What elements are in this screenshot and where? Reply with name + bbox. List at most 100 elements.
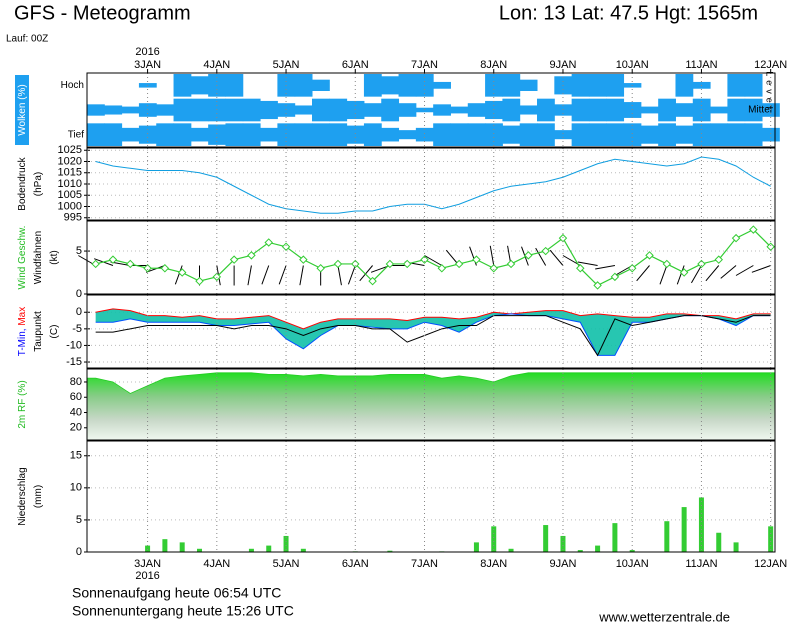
precipitation-bar <box>577 550 583 552</box>
cloud-cover <box>346 125 365 144</box>
cloud-cover <box>156 123 175 146</box>
wind-barb <box>299 265 304 286</box>
panel-label-part: T-Min, <box>17 326 28 357</box>
wind-speed-marker <box>108 255 118 264</box>
cloud-cover <box>502 98 521 122</box>
cloud-cover <box>312 123 330 146</box>
panel-frame <box>86 368 776 441</box>
cloud-cover <box>606 74 625 97</box>
x-tick-label-top: 6JAN <box>342 59 369 71</box>
cloud-cover <box>519 123 538 146</box>
panel-frame <box>86 440 776 553</box>
wind-speed-marker <box>126 259 135 269</box>
wind-barb <box>735 265 754 276</box>
panel-label: Taupunkt <box>33 311 44 352</box>
wind-barb <box>489 245 495 266</box>
wind-barb <box>247 265 252 286</box>
wind-speed-marker <box>195 276 204 286</box>
panel-frame <box>86 72 776 148</box>
cloud-cover <box>433 104 451 116</box>
wind-barb <box>720 265 737 279</box>
temperature-line <box>95 308 771 330</box>
x-tick-label-bottom: 10JAN <box>616 558 649 570</box>
temperature-band <box>95 308 771 356</box>
x-tick-label-bottom: 6JAN <box>342 558 369 570</box>
cloud-cover <box>277 123 296 146</box>
cloud-cover <box>294 123 313 146</box>
cloud-cover <box>537 98 555 122</box>
panel-label-part: (kt) <box>49 250 60 264</box>
wind-barb <box>636 265 650 282</box>
panel-cloud: Wolken (%) Hoch Mittel Tief Level <box>15 71 780 148</box>
cloud-cover <box>606 98 625 122</box>
precipitation-bar <box>595 545 601 552</box>
precipitation-bar <box>283 535 289 552</box>
cloud-cover <box>640 106 659 114</box>
level-name: Mittel <box>748 105 772 116</box>
cloud-cover <box>329 98 348 122</box>
cloud-cover <box>138 125 157 144</box>
precipitation-bar <box>473 542 479 552</box>
panel-area: 2m RF (%) 20 40 60 80 <box>17 368 776 441</box>
y-tick-label: 15 <box>70 450 82 462</box>
x-tick-label-top: 10JAN <box>616 59 649 71</box>
y-tick-label: 10 <box>70 482 82 494</box>
temperature-line <box>95 315 771 357</box>
y-tick-label: 0 <box>76 546 82 558</box>
wind-barb <box>174 265 183 285</box>
precipitation-bar <box>698 497 704 552</box>
wind-speed-marker <box>299 255 308 264</box>
location: Lon: 13 Lat: 47.5 Hgt: 1565m <box>499 2 758 24</box>
cloud-cover <box>433 81 451 89</box>
panel-line: Bodendruck (hPa) 9951000100510101015102010… <box>17 144 776 224</box>
cloud-cover <box>450 106 469 114</box>
wind-speed-marker <box>368 276 377 286</box>
panel-frame <box>86 147 776 221</box>
wind-barb <box>424 255 443 266</box>
cloud-cover <box>104 105 123 115</box>
panel-label-part: (mm) <box>33 485 44 508</box>
cloud-cover <box>502 74 521 97</box>
humidity-area <box>86 372 776 441</box>
wind-barb <box>278 265 287 285</box>
wind-barb <box>577 261 598 266</box>
wind-speed-marker <box>316 263 325 273</box>
source: www.wetterzentrale.de <box>598 609 730 624</box>
cloud-cover <box>381 127 400 142</box>
cloud-cover <box>588 123 607 146</box>
wind-speed-marker <box>506 259 516 269</box>
wind-barb <box>549 249 564 266</box>
x-tick-label-top: 11JAN <box>685 59 717 71</box>
sunrise: Sonnenaufgang heute 06:54 UTC <box>72 585 281 601</box>
wind-speed-marker <box>454 259 464 269</box>
wind-barb <box>751 265 771 273</box>
wind-speed-marker <box>749 225 758 234</box>
panel-label: (hPa) <box>33 172 44 196</box>
wind-speed-marker <box>281 242 291 252</box>
cloud-cover <box>433 123 451 146</box>
y-tick-label: -15 <box>66 356 82 368</box>
cloud-cover <box>571 98 590 122</box>
y-tick-label: 0 <box>76 306 82 318</box>
year-label-bottom: 2016 <box>135 570 159 582</box>
cloud-cover <box>727 123 746 146</box>
wind-speed-marker <box>576 263 585 273</box>
precipitation-bar <box>560 535 566 552</box>
cloud-cover <box>744 74 763 97</box>
cloud-cover <box>675 103 694 117</box>
panel-label-part: (hPa) <box>33 172 44 196</box>
precipitation-bar <box>716 532 722 552</box>
wind-speed-marker <box>264 238 273 247</box>
cloud-cover <box>588 98 607 122</box>
precipitation-bar <box>664 521 670 552</box>
wind-speed-marker <box>662 259 672 269</box>
panel-label: Wolken (%) <box>17 84 28 136</box>
panel-label: Bodendruck <box>17 156 28 210</box>
wind-speed-marker <box>229 255 239 264</box>
wind-speed-marker <box>627 263 637 273</box>
panel-label: Windfahnen <box>33 231 44 284</box>
precipitation-bar <box>300 548 306 552</box>
cloud-cover <box>294 105 313 115</box>
wind-barb <box>145 265 166 273</box>
